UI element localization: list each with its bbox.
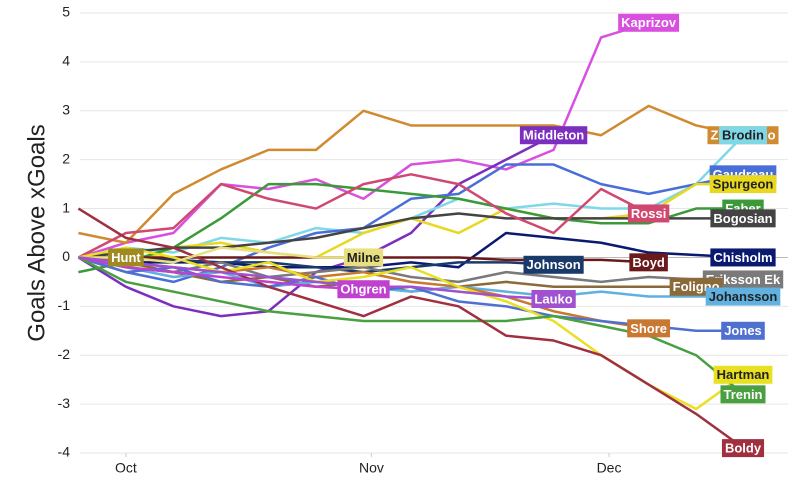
series-label: Hartman (713, 365, 773, 384)
series-label-box (337, 280, 390, 299)
series-label: Rossi (627, 204, 670, 223)
series-label-box (108, 248, 144, 267)
series-line (78, 182, 744, 274)
y-tick-label: 0 (62, 248, 70, 264)
series-label: Johnson (523, 255, 584, 274)
series-label-box (629, 253, 668, 272)
series-label: Shore (627, 319, 671, 338)
series-label-text: Trenin (723, 387, 762, 402)
y-axis-label: Goals Above xGoals (23, 124, 50, 341)
series-label: Boyd (629, 253, 668, 272)
y-tick-label: -1 (58, 297, 71, 313)
series-line (78, 256, 554, 301)
y-tick-label: 2 (62, 150, 70, 166)
series-label: Kaprizov (618, 13, 680, 32)
series-line (77, 173, 650, 259)
y-tick-label: 1 (62, 199, 70, 215)
series-label: Milne (343, 248, 384, 267)
series-label: Johansson (705, 287, 781, 306)
series-label-text: Hartman (717, 367, 770, 382)
series-label-box (627, 319, 671, 338)
series-label: Bogosian (710, 209, 776, 228)
series-label-text: Johnson (526, 257, 580, 272)
series-label: Spurgeon (709, 175, 777, 194)
series-label: Boldy (721, 439, 765, 458)
x-tick-label: Nov (359, 460, 384, 476)
series-label-box (531, 290, 576, 308)
series-label-text: Bogosian (713, 211, 772, 226)
series-line (78, 134, 745, 259)
series-label-box (713, 365, 773, 384)
series-line (78, 256, 744, 298)
series-label-text: Kaprizov (621, 15, 677, 30)
series-label-text: Spurgeon (713, 177, 774, 192)
series-label-text: Lauko (534, 291, 572, 306)
y-tick-label: 3 (62, 101, 70, 117)
series-label: Middleton (519, 126, 588, 145)
series-label-box (705, 287, 781, 306)
series-line (77, 207, 745, 450)
series-label-box (710, 248, 776, 267)
series-line (78, 163, 744, 284)
series-label: Ohgren (337, 280, 390, 299)
series-label-text: Jones (724, 323, 762, 338)
series-label: Hunt (108, 248, 144, 267)
series-label-box (618, 13, 680, 32)
series-label-text: Rossi (631, 206, 666, 221)
end-labels: KaprizovMiddletonZuccarelloBrodinGaudrea… (108, 13, 784, 458)
series-label-text: Shore (630, 321, 667, 336)
series-label-text: Hunt (111, 250, 141, 265)
series-label: Trenin (720, 385, 766, 404)
series-label-text: Ohgren (340, 282, 386, 297)
series-label-text: Middleton (523, 128, 584, 143)
series-label-box (523, 255, 584, 274)
series-line (78, 256, 554, 274)
y-tick-label: -2 (58, 346, 71, 362)
series-label-text: Boyd (632, 255, 665, 270)
y-tick-label: 4 (62, 53, 70, 69)
series-label: Eriksson Ek (702, 270, 784, 289)
y-tick-label: -4 (58, 444, 71, 460)
series-label: Lauko (531, 290, 576, 308)
series-label-text: Johansson (709, 289, 778, 304)
series-label-text: Chisholm (713, 250, 772, 265)
x-tick-label: Oct (115, 460, 137, 476)
series-line (78, 104, 744, 245)
series-label: Chisholm (710, 248, 776, 267)
series-label: Jones (721, 321, 765, 340)
series-label-box (719, 126, 767, 145)
y-tick-label: -3 (58, 395, 71, 411)
series-label-box (709, 175, 777, 194)
series-label-text: Milne (347, 250, 380, 265)
series-line (78, 256, 364, 291)
series-label-box (721, 439, 765, 458)
x-tick-label: Dec (597, 460, 622, 476)
y-tick-label: 5 (62, 4, 70, 20)
series-label-box (720, 385, 766, 404)
series-label-box (627, 204, 670, 223)
series-line (78, 21, 649, 259)
series-label-text: Brodin (722, 128, 764, 143)
series-label-text: Eriksson Ek (706, 272, 781, 287)
series-label-box (702, 270, 784, 289)
series-label-box (721, 321, 765, 340)
series-label-box (710, 209, 776, 228)
series-label-text: Boldy (725, 441, 762, 456)
series-label-box (343, 248, 384, 267)
series-label: Brodin (719, 126, 767, 145)
series-label-box (519, 126, 588, 145)
